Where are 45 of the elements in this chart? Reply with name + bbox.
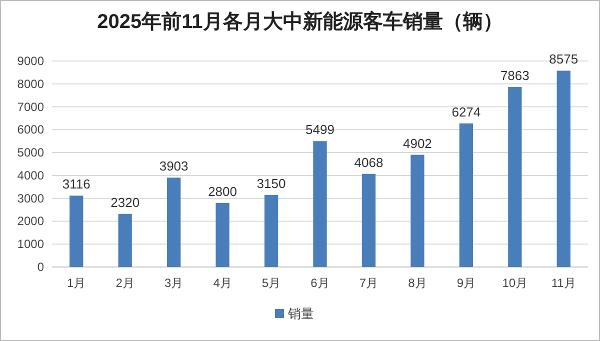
x-tick-label: 2月: [116, 276, 134, 290]
y-tick-label: 7000: [17, 100, 44, 114]
data-label: 4068: [354, 154, 384, 170]
x-tick-label: 7月: [359, 276, 378, 290]
data-label: 2800: [208, 184, 238, 199]
bar: [459, 123, 474, 267]
bar: [118, 214, 132, 267]
x-tick-label: 8月: [408, 276, 427, 290]
bar: [166, 178, 181, 267]
data-label: 8575: [549, 52, 578, 67]
x-tick-label: 9月: [456, 276, 476, 290]
x-tick-label: 3月: [164, 276, 184, 290]
bar: [508, 87, 522, 267]
x-tick-label: 6月: [310, 276, 330, 290]
x-tick-label: 4月: [213, 276, 232, 290]
y-tick-label: 6000: [17, 122, 44, 137]
x-tick-label: 5月: [262, 276, 281, 290]
data-label: 3116: [62, 176, 90, 192]
bar: [362, 174, 376, 267]
bar: [70, 196, 84, 267]
y-tick-label: 8000: [17, 76, 44, 91]
bar: [216, 202, 230, 267]
y-tick-label: 1000: [17, 237, 44, 252]
data-label: 2320: [110, 194, 140, 210]
x-tick-label: 10月: [502, 276, 528, 290]
y-tick-label: 4000: [17, 168, 44, 182]
bar: [410, 154, 424, 267]
data-label: 6274: [452, 104, 481, 120]
data-label: 7863: [500, 68, 530, 84]
x-tick-label: 11月: [551, 276, 576, 290]
bar: [556, 70, 570, 267]
y-tick-label: 5000: [17, 146, 44, 160]
data-label: 3150: [256, 176, 286, 191]
chart-title: 2025年前11月各月大中新能源客车销量（辆）: [97, 10, 503, 33]
y-tick-label: 0: [37, 260, 44, 274]
y-tick-label: 9000: [17, 54, 44, 68]
legend-label: 销量: [287, 306, 314, 321]
y-tick-label: 2000: [17, 214, 44, 228]
data-label: 3903: [159, 158, 188, 174]
data-label: 4902: [402, 136, 432, 151]
y-tick-label: 3000: [17, 191, 44, 206]
x-tick-label: 1月: [67, 276, 86, 290]
data-label: 5499: [306, 122, 334, 138]
bar: [313, 141, 327, 267]
bar: [264, 194, 278, 267]
